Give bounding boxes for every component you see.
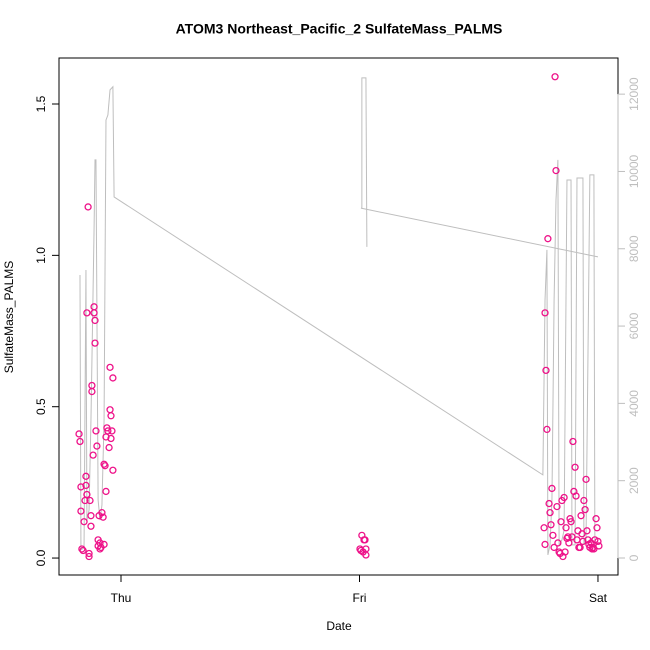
point	[106, 363, 114, 372]
y2-tick-label: 8000	[627, 235, 641, 262]
point	[540, 524, 548, 532]
point	[78, 545, 86, 553]
point	[84, 203, 92, 211]
point	[88, 387, 96, 396]
y-tick-label: 1.5	[34, 95, 48, 112]
point	[79, 546, 87, 555]
point	[361, 536, 369, 544]
point	[104, 427, 112, 435]
point	[107, 434, 115, 443]
point	[541, 309, 549, 317]
point	[583, 527, 591, 535]
point	[107, 412, 115, 420]
x-tick-label: Fri	[352, 591, 366, 605]
point	[546, 508, 554, 517]
point	[92, 427, 100, 435]
point	[83, 309, 91, 317]
point	[582, 475, 590, 483]
point	[91, 339, 99, 347]
point	[93, 442, 101, 450]
point	[561, 548, 569, 556]
point	[548, 484, 556, 493]
point	[108, 427, 116, 435]
point	[89, 451, 97, 459]
point	[80, 518, 88, 526]
chart-title: ATOM3 Northeast_Pacific_2 SulfateMass_PA…	[176, 21, 503, 37]
point	[356, 545, 364, 553]
point	[554, 539, 562, 547]
point	[565, 539, 573, 547]
point	[545, 499, 553, 508]
point	[550, 543, 558, 552]
point	[109, 466, 117, 474]
point	[77, 507, 85, 515]
point	[595, 542, 603, 550]
point	[82, 472, 90, 480]
y2-tick-label: 6000	[627, 312, 641, 339]
point	[567, 518, 575, 526]
y-tick-label: 1.0	[34, 247, 48, 264]
point	[101, 462, 109, 470]
point	[85, 549, 93, 558]
point	[569, 437, 577, 446]
point	[551, 73, 559, 81]
point	[543, 425, 551, 434]
point	[547, 521, 555, 529]
point	[592, 515, 600, 523]
point	[576, 543, 584, 552]
point	[75, 430, 83, 438]
point	[90, 309, 98, 317]
point	[85, 552, 93, 561]
y2-tick-label: 10000	[627, 154, 641, 188]
y-tick-label: 0.5	[34, 398, 48, 415]
y2-tick-label: 4000	[627, 390, 641, 417]
point	[76, 437, 84, 446]
point	[102, 487, 110, 496]
point	[580, 496, 588, 505]
x-axis-label: Date	[326, 619, 352, 633]
point	[98, 508, 106, 517]
point	[552, 166, 560, 175]
point	[105, 443, 113, 452]
point	[542, 366, 550, 375]
point	[86, 496, 94, 505]
point	[594, 537, 602, 546]
point	[571, 463, 579, 471]
point	[87, 522, 95, 530]
point	[566, 515, 574, 523]
point	[557, 518, 565, 526]
point	[100, 540, 108, 549]
point	[96, 545, 104, 553]
point	[560, 493, 568, 502]
x-tick-label: Sat	[589, 591, 608, 605]
y-tick-label: 0.0	[34, 549, 48, 566]
y2-tick-label: 12000	[627, 77, 641, 111]
point	[577, 512, 585, 520]
point	[362, 551, 370, 559]
y-axis-label: SulfateMass_PALMS	[2, 261, 16, 374]
point	[544, 235, 552, 243]
point	[581, 505, 589, 514]
point	[562, 524, 570, 532]
point	[87, 512, 95, 520]
line	[79, 77, 599, 556]
point	[541, 540, 549, 549]
point	[553, 502, 561, 511]
point	[91, 316, 99, 325]
point	[99, 513, 107, 521]
point	[83, 490, 91, 499]
point	[82, 481, 90, 490]
point	[593, 524, 601, 532]
x-tick-label: Thu	[111, 591, 132, 605]
y2-tick-label: 0	[627, 554, 641, 561]
point	[109, 374, 117, 382]
point	[549, 531, 557, 539]
point	[572, 492, 580, 500]
y2-tick-label: 2000	[627, 467, 641, 494]
